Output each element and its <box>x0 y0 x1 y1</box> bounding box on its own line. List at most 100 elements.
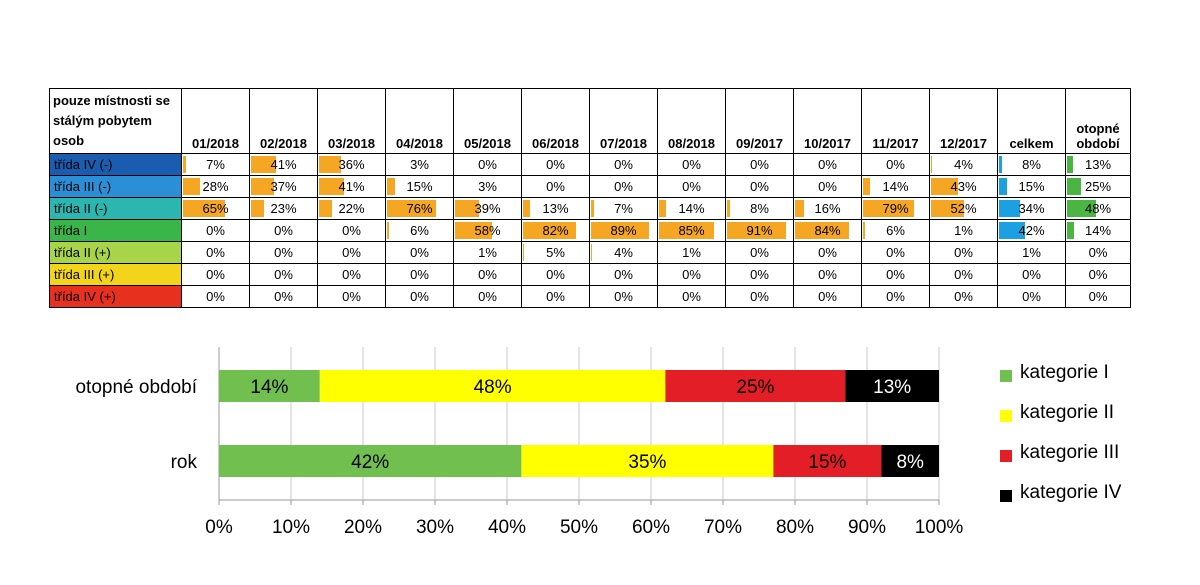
cell-value: 0% <box>546 157 565 172</box>
cell-value: 0% <box>886 289 905 304</box>
table-cell: 0% <box>385 263 454 286</box>
bar-segment <box>219 370 320 402</box>
table-cell: 0% <box>589 285 658 308</box>
table-row: třída I 0% 0% 0% 6% 58% 82% 89% 85% 91% 84% 6% 1% 42%… <box>49 219 1131 242</box>
cell-value: 0% <box>750 179 769 194</box>
table-cell: 0% <box>1065 263 1131 286</box>
cell-value: 0% <box>1022 267 1041 282</box>
table-cell: 76% <box>385 197 454 220</box>
table-cell: 0% <box>793 175 862 198</box>
cell-value: 41% <box>338 179 365 194</box>
column-header: 12/2017 <box>929 88 998 154</box>
table-cell: 0% <box>1065 285 1131 308</box>
cell-value: 13% <box>1084 157 1112 172</box>
table-cell: 0% <box>861 263 930 286</box>
table-cell: 8% <box>997 153 1066 176</box>
cell-value: 16% <box>814 201 841 216</box>
cell-value: 0% <box>206 223 225 238</box>
table-cell: 1% <box>453 241 522 264</box>
table-row: třída II (+) 0% 0% 0% 0% 1% 5% 4% 1% 0% 0% 0% 0% 1% 0% <box>49 241 1131 264</box>
cell-value: 14% <box>678 201 705 216</box>
data-bar <box>727 200 731 217</box>
legend-item: kategorie II <box>990 400 1190 430</box>
cell-value: 0% <box>682 289 701 304</box>
table-cell: 0% <box>929 285 998 308</box>
cell-value: 1% <box>954 223 973 238</box>
data-label: 15% <box>808 452 846 473</box>
table-header-row: pouze místnosti se stálým pobytem osob 0… <box>49 88 1131 154</box>
table-cell: 36% <box>317 153 386 176</box>
table-cell: 0% <box>317 241 386 264</box>
cell-value: 0% <box>750 289 769 304</box>
table-row: třída III (-) 28% 37% 41% 15% 3% 0% 0% 0% 0% 0% 14%… <box>49 175 1131 198</box>
table-cell: 0% <box>453 285 522 308</box>
cell-value: 8% <box>1022 157 1041 172</box>
x-tick-label: 100% <box>915 517 964 538</box>
data-bar <box>523 222 576 239</box>
data-bar <box>251 200 265 217</box>
data-bar <box>1067 156 1074 173</box>
table-cell: 0% <box>589 153 658 176</box>
cell-value: 0% <box>342 289 361 304</box>
cell-value: 8% <box>750 201 769 216</box>
legend-label: kategorie III <box>1020 442 1120 463</box>
column-header: 05/2018 <box>453 88 522 154</box>
data-label: 48% <box>474 377 512 398</box>
data-bar <box>999 200 1020 217</box>
table-cell: 82% <box>521 219 590 242</box>
data-bar <box>863 222 866 239</box>
legend-label: kategorie II <box>1020 402 1114 423</box>
table-cell: 28% <box>181 175 250 198</box>
legend-item: kategorie IV <box>990 480 1190 510</box>
cell-value: 0% <box>1088 289 1108 304</box>
cell-value: 7% <box>206 157 225 172</box>
stacked-bar-chart: 0% 10% 20% 30% 40% 50% 60% 70% 80% 90% 100% otopné … <box>75 347 964 538</box>
table-cell: 15% <box>385 175 454 198</box>
cell-value: 0% <box>546 267 565 282</box>
cell-value: 14% <box>882 179 909 194</box>
cell-value: 0% <box>206 289 225 304</box>
data-label: 35% <box>628 452 666 473</box>
table-cell: 0% <box>861 285 930 308</box>
legend-label: kategorie I <box>1020 362 1109 383</box>
data-bar <box>183 156 186 173</box>
cell-value: 91% <box>746 223 773 238</box>
table-cell: 0% <box>725 175 794 198</box>
table-row: třída IV (+) 0% 0% 0% 0% 0% 0% 0% 0% 0% 0% 0% 0% 0% 0% <box>49 285 1131 308</box>
row-label: třída II (+) <box>49 241 182 264</box>
cell-value: 0% <box>886 157 905 172</box>
table-cell: 0% <box>317 263 386 286</box>
table-cell: 0% <box>521 175 590 198</box>
x-tick-label: 60% <box>632 517 670 538</box>
cell-value: 3% <box>478 179 497 194</box>
table-cell: 6% <box>861 219 930 242</box>
cell-value: 0% <box>206 267 225 282</box>
table-cell: 58% <box>453 219 522 242</box>
table-cell: 1% <box>929 219 998 242</box>
table-cell: 0% <box>385 241 454 264</box>
data-bar <box>591 200 594 217</box>
column-header: 04/2018 <box>385 88 454 154</box>
cell-value: 0% <box>478 289 497 304</box>
row-label: třída III (+) <box>49 263 182 286</box>
row-label: třída III (-) <box>49 175 182 198</box>
table-cell: 0% <box>861 241 930 264</box>
table-cell: 6% <box>385 219 454 242</box>
category-label: rok <box>171 452 198 473</box>
legend-swatch <box>1000 410 1012 422</box>
table-cell: 89% <box>589 219 658 242</box>
table-corner-label: pouze místnosti se stálým pobytem osob <box>49 88 182 154</box>
table-cell: 0% <box>521 263 590 286</box>
cell-value: 0% <box>274 223 293 238</box>
table-cell: 85% <box>657 219 726 242</box>
data-label: 13% <box>873 377 911 398</box>
table-cell: 1% <box>997 241 1066 264</box>
table-cell: 0% <box>861 153 930 176</box>
cell-value: 0% <box>818 245 837 260</box>
table-cell: 0% <box>317 219 386 242</box>
table-cell: 0% <box>385 285 454 308</box>
cell-value: 0% <box>954 289 973 304</box>
table-cell: 41% <box>317 175 386 198</box>
cell-value: 1% <box>1022 245 1041 260</box>
cell-value: 0% <box>1088 267 1108 282</box>
